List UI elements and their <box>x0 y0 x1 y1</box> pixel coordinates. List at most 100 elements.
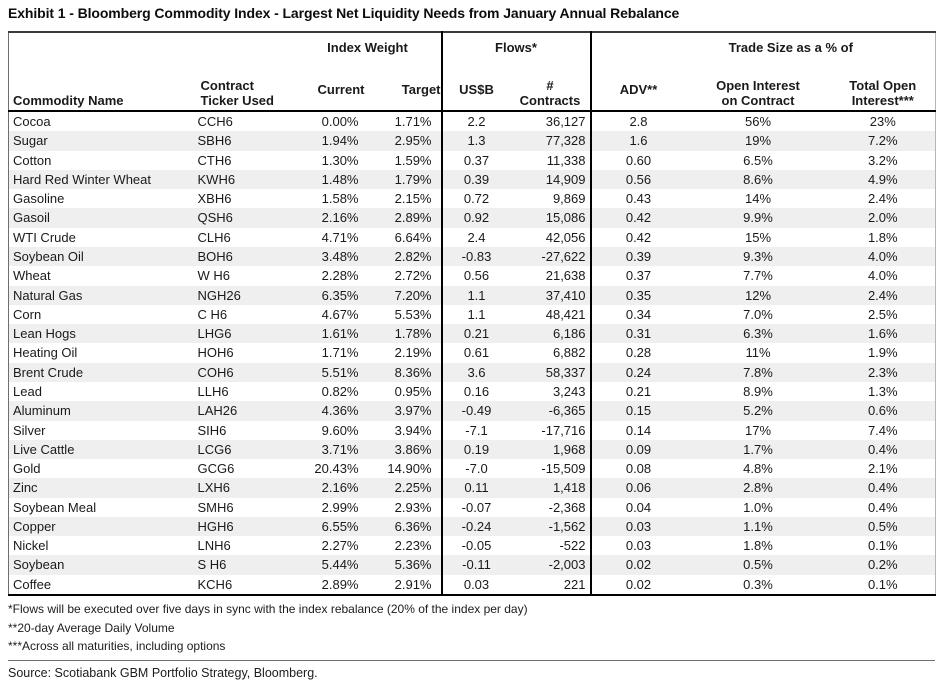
group-header-row: Index Weight Flows* Trade Size as a % of <box>9 32 936 55</box>
table-row: Hard Red Winter Wheat KWH6 1.48% 1.79% 0.39 1… <box>8 169 936 190</box>
cell-commodity-name: Brent Crude <box>13 364 84 380</box>
cell-contract-ticker: CTH6 <box>197 152 232 168</box>
cell-open-interest-pct: 19% <box>744 133 772 149</box>
cell-current-weight: 0.00% <box>321 114 359 129</box>
cell-total-open-interest-pct: 1.8% <box>867 229 898 245</box>
cell-open-interest-pct: 0.3% <box>743 576 773 592</box>
cell-flow-usdb: 0.61 <box>440 343 511 363</box>
cell-current-weight: 2.28% <box>321 268 359 284</box>
cell-flow-usdb: 0.92 <box>440 208 511 228</box>
cell-current-weight: 20.43% <box>314 461 359 477</box>
cell-commodity-name: Natural Gas <box>13 287 83 303</box>
cell-flow-usdb: -0.11 <box>440 555 511 575</box>
cell-open-interest-pct: 4.8% <box>743 461 773 477</box>
cell-flow-usdb: 0.16 <box>440 381 511 402</box>
cell-contract-ticker: BOH6 <box>197 248 233 264</box>
cell-adv-pct: 0.43 <box>589 189 686 209</box>
cell-commodity-name: Sugar <box>13 133 48 149</box>
cell-total-open-interest-pct: 2.0% <box>867 210 898 226</box>
exhibit-title: Exhibit 1 - Bloomberg Commodity Index - … <box>8 5 680 21</box>
cell-contract-ticker: S H6 <box>197 557 227 573</box>
footnotes-block: *Flows will be executed over five days i… <box>8 600 935 656</box>
cell-flow-contracts: -15,509 <box>541 461 586 477</box>
col-header-adv: ADV** <box>589 55 686 112</box>
cell-current-weight: 6.55% <box>321 518 359 534</box>
table-row: WTI Crude CLH6 4.71% 6.64% 2.4 42,056 0.42 15% 1… <box>9 227 936 247</box>
cell-target-weight: 2.91% <box>394 576 432 592</box>
col-header-open-interest-contract: Open Interest on Contract <box>685 55 831 112</box>
cell-adv-pct: 0.03 <box>589 516 686 537</box>
cell-total-open-interest-pct: 2.4% <box>867 191 898 207</box>
cell-current-weight: 2.99% <box>321 499 359 515</box>
cell-open-interest-pct: 0.5% <box>743 557 773 573</box>
cell-current-weight: 4.67% <box>321 306 359 322</box>
cell-target-weight: 2.72% <box>394 268 432 284</box>
cell-flow-usdb: 0.56 <box>440 266 511 286</box>
cell-commodity-name: Wheat <box>13 268 51 284</box>
cell-total-open-interest-pct: 4.9% <box>867 171 898 187</box>
cell-current-weight: 1.61% <box>321 326 359 342</box>
cell-adv-pct: 0.37 <box>589 266 686 286</box>
table-row: Zinc LXH6 2.16% 2.25% 0.11 1,418 0.06 2.8% 0.4% <box>8 478 936 498</box>
cell-target-weight: 2.15% <box>394 191 432 207</box>
cell-flow-contracts: -6,365 <box>548 403 586 419</box>
cell-adv-pct: 2.8 <box>589 111 686 132</box>
cell-current-weight: 1.71% <box>321 345 359 361</box>
cell-current-weight: 2.16% <box>321 210 359 226</box>
cell-commodity-name: Heating Oil <box>13 345 78 361</box>
cell-flow-contracts: 15,086 <box>545 210 586 226</box>
cell-open-interest-pct: 17% <box>744 422 772 438</box>
cell-flow-contracts: -27,622 <box>541 248 586 264</box>
cell-flow-contracts: 37,410 <box>545 287 586 303</box>
cell-commodity-name: Aluminum <box>13 403 71 419</box>
cell-target-weight: 3.94% <box>394 422 432 438</box>
cell-flow-contracts: -1,562 <box>548 518 586 534</box>
cell-open-interest-pct: 2.8% <box>743 480 773 496</box>
cell-adv-pct: 0.31 <box>589 324 686 344</box>
cell-open-interest-pct: 1.1% <box>743 518 773 534</box>
cell-open-interest-pct: 56% <box>744 114 772 129</box>
table-row: Sugar SBH6 1.94% 2.95% 1.3 77,328 1.6 19% 7.2% <box>8 131 936 151</box>
cell-target-weight: 3.97% <box>394 403 432 419</box>
cell-contract-ticker: NGH26 <box>197 287 241 303</box>
cell-flow-usdb: -7.1 <box>440 420 511 440</box>
cell-total-open-interest-pct: 1.3% <box>867 383 898 399</box>
cell-total-open-interest-pct: 1.9% <box>867 345 898 361</box>
source-attribution: Source: Scotiabank GBM Portfolio Strateg… <box>8 665 318 680</box>
cell-flow-contracts: 6,882 <box>552 345 586 361</box>
cell-flow-contracts: 11,338 <box>546 152 586 168</box>
cell-current-weight: 5.44% <box>321 557 359 573</box>
cell-commodity-name: Cotton <box>13 152 52 168</box>
cell-contract-ticker: SBH6 <box>197 133 232 149</box>
cell-total-open-interest-pct: 2.1% <box>867 461 898 477</box>
cell-commodity-name: Silver <box>13 422 46 438</box>
footnote-adv: **20-day Average Daily Volume <box>8 620 175 635</box>
table-row: Aluminum LAH26 4.36% 3.97% -0.49 -6,365 0.15 5.… <box>8 401 936 421</box>
cell-flow-contracts: 36,127 <box>545 114 586 129</box>
cell-commodity-name: WTI Crude <box>13 229 76 245</box>
cell-current-weight: 4.36% <box>321 403 359 419</box>
cell-adv-pct: 0.42 <box>589 208 686 228</box>
col-header-total-open-interest: Total Open Interest*** <box>830 55 936 112</box>
cell-current-weight: 1.58% <box>321 191 359 207</box>
cell-target-weight: 2.93% <box>394 499 432 515</box>
col-header-num-contracts: # Contracts <box>510 55 591 112</box>
column-header-row: Commodity Name Contract Ticker Used Curr… <box>8 55 936 112</box>
cell-adv-pct: 0.24 <box>589 362 686 382</box>
cell-commodity-name: Corn <box>13 306 42 322</box>
footnote-maturities: ***Across all maturities, including opti… <box>8 639 226 654</box>
cell-total-open-interest-pct: 0.4% <box>867 480 898 496</box>
commodity-rebalance-table: Index Weight Flows* Trade Size as a % of… <box>8 31 937 597</box>
cell-contract-ticker: GCG6 <box>197 461 235 477</box>
table-row: Natural Gas NGH26 6.35% 7.20% 1.1 37,410 0.35 1… <box>8 285 936 305</box>
cell-target-weight: 6.36% <box>394 518 432 534</box>
cell-flow-usdb: -0.83 <box>440 246 511 267</box>
table-row: Lean Hogs LHG6 1.61% 1.78% 0.21 6,186 0.31 6.3%… <box>8 324 936 344</box>
cell-total-open-interest-pct: 0.2% <box>867 557 898 573</box>
cell-total-open-interest-pct: 0.4% <box>867 441 898 457</box>
cell-open-interest-pct: 9.3% <box>743 248 773 264</box>
cell-contract-ticker: QSH6 <box>197 210 233 226</box>
cell-adv-pct: 0.09 <box>589 439 686 460</box>
table-row: Brent Crude COH6 5.51% 8.36% 3.6 58,337 0.24 7.… <box>8 362 936 382</box>
